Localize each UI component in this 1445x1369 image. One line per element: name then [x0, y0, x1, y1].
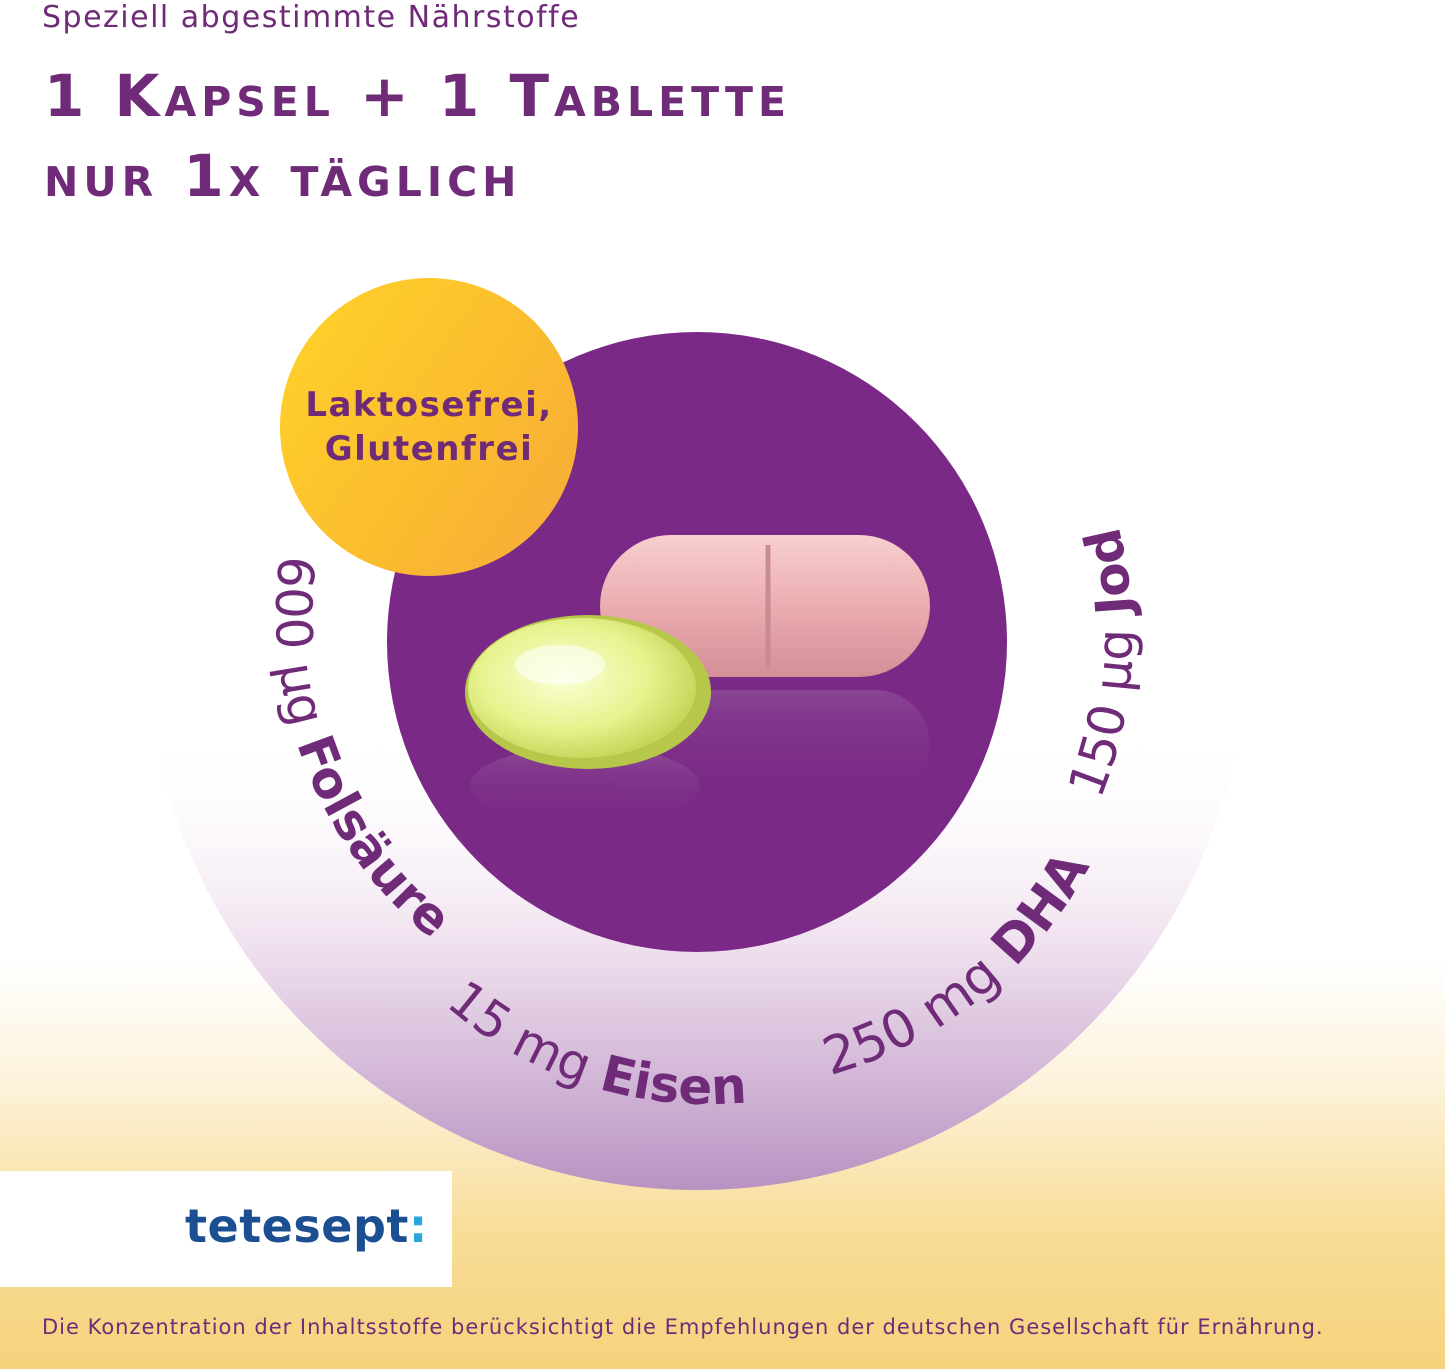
brand-logo: tetesept: [185, 1199, 428, 1253]
brand-name: tetesept [185, 1199, 409, 1253]
brand-colon: : [408, 1199, 428, 1253]
free-from-badge: Laktosefrei, Glutenfrei [280, 278, 578, 576]
badge-line-2: Glutenfrei [324, 429, 534, 469]
footnote: Die Konzentration der Inhaltsstoffe berü… [42, 1315, 1324, 1339]
brand-logo-box: tetesept: [0, 1171, 452, 1287]
jod-name: Jod [1073, 523, 1144, 620]
softgel-capsule-image [465, 615, 711, 826]
subtitle: Speziell abgestimmte Nährstoffe [42, 0, 581, 35]
badge-line-1: Laktosefrei, [305, 385, 553, 425]
